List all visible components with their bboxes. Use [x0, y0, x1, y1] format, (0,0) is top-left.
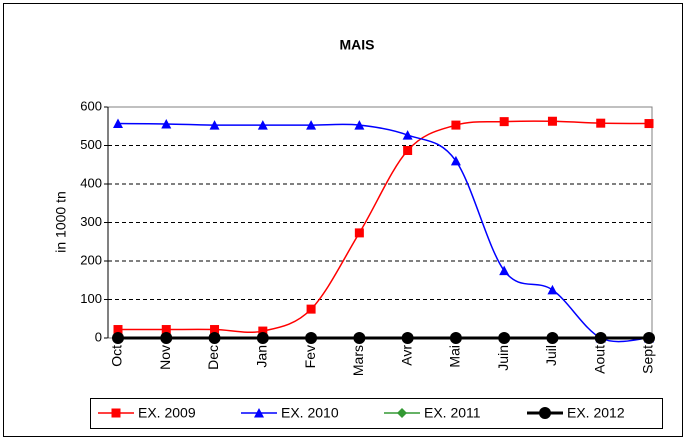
marker: [499, 265, 510, 276]
y-tick-label: 0: [95, 329, 102, 344]
legend-label: EX. 2011: [424, 405, 481, 421]
x-tick-label: Juil: [543, 345, 559, 366]
marker: [547, 116, 557, 126]
x-tick-label: Nov: [157, 345, 173, 370]
x-tick-label: Dec: [205, 345, 221, 370]
y-tick-label: 300: [80, 214, 102, 229]
marker: [160, 332, 173, 344]
marker: [354, 228, 364, 238]
series: [112, 332, 655, 344]
marker: [305, 332, 318, 344]
marker: [644, 119, 654, 129]
x-tick-label: Mai: [447, 345, 463, 368]
legend-box: [90, 398, 663, 429]
y-tick-label: 600: [80, 98, 102, 113]
marker: [596, 118, 606, 128]
chart-border: [3, 3, 683, 437]
marker: [209, 120, 220, 130]
marker: [449, 332, 462, 344]
marker: [210, 325, 220, 335]
legend-label: EX. 2009: [138, 405, 196, 421]
marker: [401, 332, 414, 344]
x-tick-label: Jan: [254, 345, 270, 368]
marker: [546, 332, 559, 344]
x-tick-label: Sept: [640, 345, 656, 374]
marker: [113, 325, 123, 335]
marker: [547, 284, 558, 295]
marker: [643, 332, 655, 344]
x-tick-label: Aout: [591, 345, 607, 374]
x-tick-label: Mars: [350, 345, 366, 376]
marker: [539, 407, 551, 419]
marker: [353, 332, 366, 344]
chart-title: MAIS: [340, 37, 375, 53]
y-tick-label: 100: [80, 291, 102, 306]
legend: EX. 2009 EX. 2010 EX. 2011 EX. 2012: [90, 398, 663, 429]
x-tick-label: Juin: [495, 345, 511, 371]
x-tick-label: Oct: [109, 345, 125, 367]
marker: [594, 332, 607, 344]
y-tick-label: 400: [80, 175, 102, 190]
legend-label: EX. 2012: [567, 405, 625, 421]
marker: [498, 332, 511, 344]
marker: [112, 332, 124, 344]
series: [113, 116, 654, 336]
x-tick-label: Avr: [398, 345, 414, 366]
marker: [208, 332, 221, 344]
marker: [161, 118, 172, 129]
marker: [258, 326, 268, 336]
marker: [306, 304, 316, 314]
marker: [111, 408, 121, 418]
marker: [403, 146, 413, 156]
marker: [451, 120, 461, 130]
marker: [256, 332, 269, 344]
x-tick-label: Fev: [302, 345, 318, 368]
marker: [306, 120, 317, 130]
legend-label: EX. 2010: [281, 405, 339, 421]
marker: [402, 130, 413, 140]
y-axis-label: in 1000 tn: [53, 191, 69, 253]
marker: [499, 117, 509, 127]
marker: [254, 408, 264, 418]
marker: [257, 120, 268, 130]
y-tick-label: 200: [80, 252, 102, 267]
y-tick-label: 500: [80, 137, 102, 152]
marker: [161, 325, 171, 335]
marker: [397, 408, 407, 418]
marker: [354, 120, 365, 130]
marker: [113, 118, 123, 129]
marker: [450, 155, 461, 166]
